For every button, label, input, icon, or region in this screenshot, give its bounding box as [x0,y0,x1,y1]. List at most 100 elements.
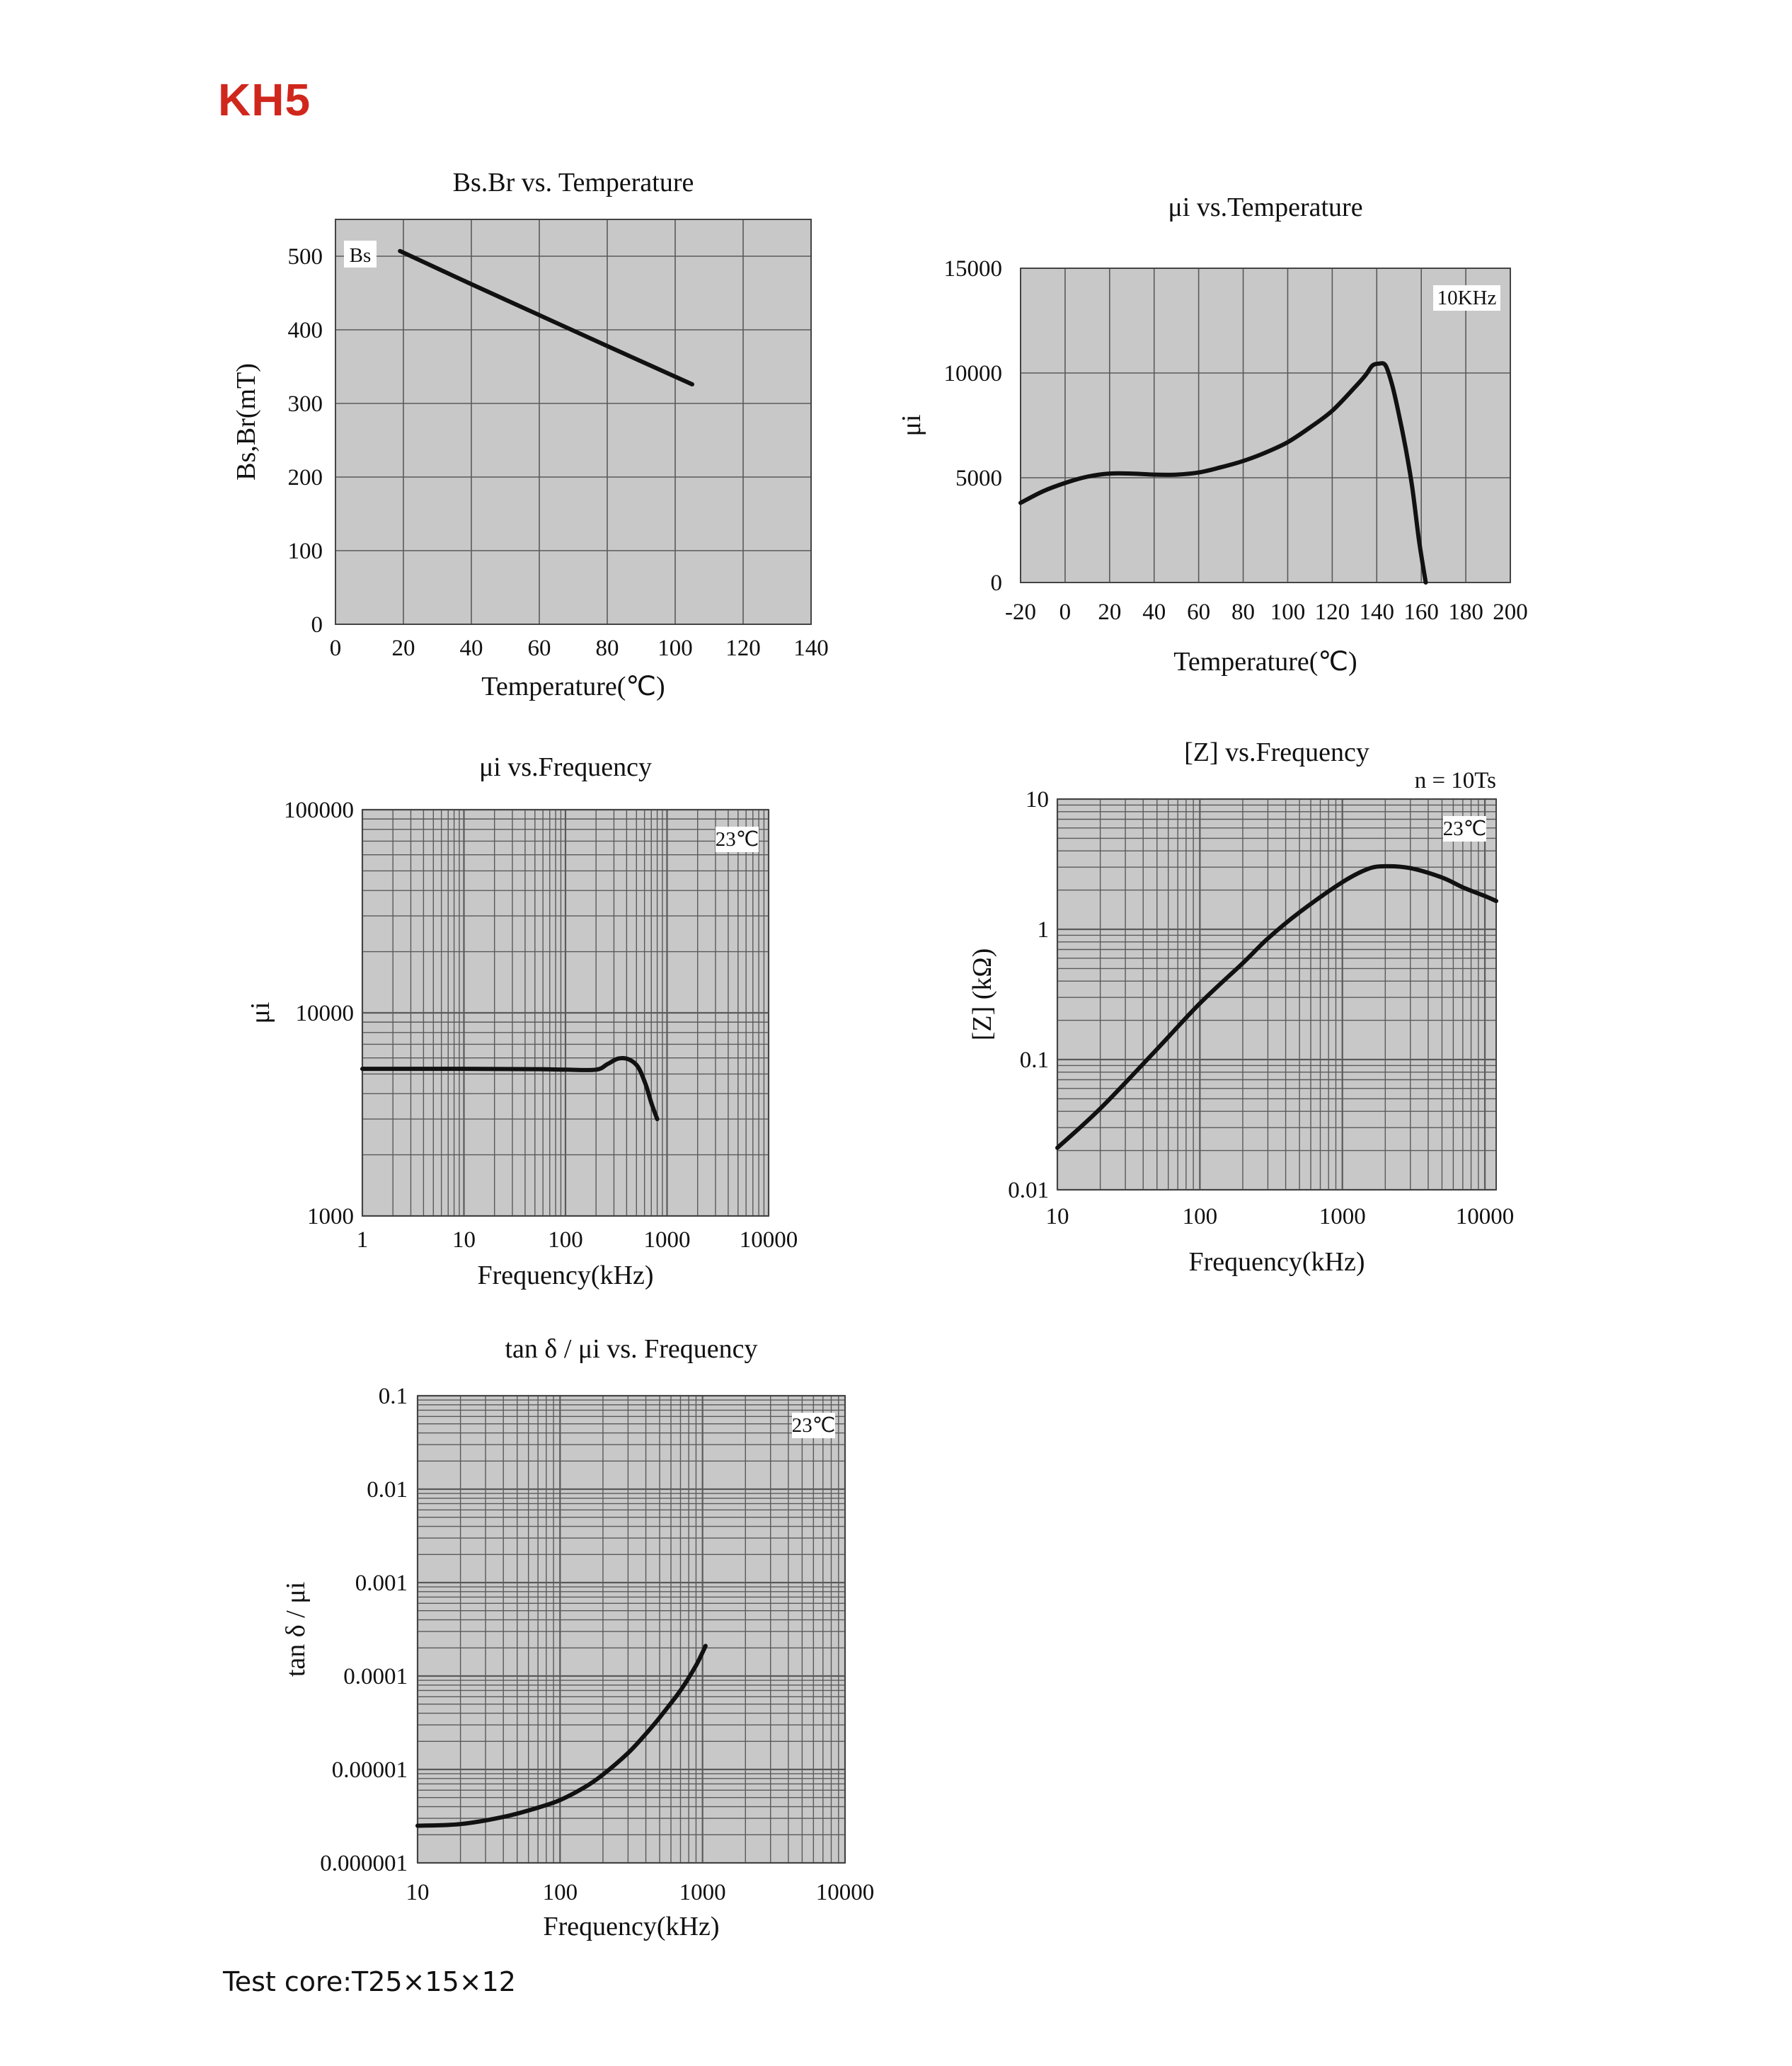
y-tick-label: 100 [288,539,323,564]
x-tick-label: 200 [1493,599,1528,625]
x-tick-label: 10000 [1456,1204,1515,1229]
gridlines [361,808,770,1217]
x-tick-label: 100 [657,636,693,661]
annotation-text: 23℃ [792,1414,836,1437]
x-axis-label: Frequency(kHz) [1188,1247,1365,1277]
plot-area [1021,268,1510,583]
x-tick-label: 100 [1270,599,1306,625]
series-label-bs: Bs [350,244,372,267]
y-axis-label: μi [897,415,926,437]
page-title: KH5 [218,74,311,125]
y-tick-label: 300 [288,391,323,417]
y-tick-label: 0.01 [1008,1178,1049,1203]
series-label-box [344,241,377,268]
chart-title: μi vs.Temperature [1168,193,1362,222]
x-axis-label: Frequency(kHz) [477,1261,653,1290]
y-tick-label: 1000 [307,1204,354,1229]
y-tick-label: 0.1 [379,1384,408,1409]
y-tick-label: 100000 [284,798,354,823]
chart-title: μi vs.Frequency [479,752,652,782]
chart-title: tan δ / μi vs. Frequency [505,1334,758,1364]
y-axis-label: tan δ / μi [281,1582,311,1677]
x-tick-label: 60 [528,636,551,661]
x-tick-label: 1000 [644,1227,691,1253]
y-tick-label: 0 [991,570,1003,596]
y-tick-label: 200 [288,465,323,490]
series-line [398,248,694,386]
y-tick-label: 1 [1038,917,1050,943]
x-tick-label: 20 [1098,599,1121,625]
y-tick-label: 0.001 [355,1571,408,1596]
y-tick-label: 5000 [955,466,1002,491]
x-tick-label: 140 [1360,599,1395,625]
series-line [360,1056,660,1122]
y-tick-label: 0.1 [1020,1048,1049,1073]
chart-title: [Z] vs.Frequency [1184,738,1369,767]
x-tick-label: 140 [793,636,829,661]
plot-area [335,219,811,624]
annotation-box [792,1413,835,1438]
chart-mui-vs-temperature: -20 0 20 40 60 80 100 120 140 160 180 2000500010000… [897,193,1528,677]
y-axis-label: [Z] (kΩ) [967,948,997,1041]
chart-subtitle: n = 10Ts [1415,768,1496,793]
annotation-box [1433,285,1500,311]
x-tick-label: 10 [452,1227,476,1253]
x-tick-label: 40 [460,636,483,661]
plot-border [417,1395,846,1864]
plot-border [1020,268,1511,583]
chart-title: Bs.Br vs. Temperature [453,168,694,197]
x-tick-label: 80 [1231,599,1255,625]
x-tick-label: 100 [548,1227,583,1253]
y-tick-label: 0.000001 [320,1851,408,1876]
x-tick-label: 20 [392,636,415,661]
x-tick-label: -20 [1005,599,1036,625]
x-tick-label: 0 [330,636,342,661]
y-tick-label: 400 [288,318,323,343]
y-axis-label: Bs,Br(mT) [231,363,261,481]
footer-test-core-note: Test core:T25×15×12 [223,1966,516,1997]
series-line [1055,863,1498,1150]
annotation-box [716,827,759,852]
y-tick-label: 10000 [944,361,1003,386]
annotation-text: 10KHz [1437,287,1497,309]
x-tick-label: 40 [1142,599,1166,625]
plot-border [1057,798,1497,1190]
chart-impedance-vs-frequency: 10 100 1000 10000 0.01 0.1 1 10 [Z] vs.Frequency… [967,738,1515,1277]
x-tick-label: 10000 [816,1880,875,1905]
y-axis-label: μi [246,1002,275,1024]
x-tick-label: 10 [406,1880,430,1905]
series-line [1018,361,1428,585]
x-tick-label: 10 [1046,1204,1069,1229]
gridlines [416,1394,846,1864]
x-tick-label: 60 [1187,599,1210,625]
plot-border [362,809,769,1217]
y-tick-label: 500 [288,244,323,270]
x-axis-label: Temperature(℃) [481,672,665,701]
x-tick-label: 120 [725,636,761,661]
annotation-box [1443,816,1486,842]
y-tick-label: 15000 [944,256,1003,282]
y-tick-label: 0.0001 [343,1664,408,1689]
x-tick-label: 80 [596,636,619,661]
series-line [415,1643,708,1828]
y-tick-label: 10000 [296,1001,355,1026]
x-axis-label: Temperature(℃) [1173,647,1357,677]
x-tick-label: 180 [1448,599,1483,625]
plot-border [335,219,812,625]
plot-area [1057,799,1496,1190]
x-tick-label: 100 [1183,1204,1218,1229]
chart-tand-vs-frequency: 10 100 1000 10000 0.000001 0.00001 0.0001 0.001… [281,1334,875,1941]
x-tick-label: 0 [1059,599,1072,625]
gridlines [1056,798,1496,1191]
x-axis-label: Frequency(kHz) [543,1912,719,1941]
y-tick-label: 0.01 [367,1477,408,1503]
x-tick-label: 160 [1403,599,1439,625]
x-tick-label: 10000 [740,1227,798,1253]
x-tick-label: 1 [357,1227,369,1253]
x-tick-label: 100 [543,1880,578,1905]
y-tick-label: 0 [311,612,323,638]
y-tick-label: 0.00001 [332,1757,408,1783]
annotation-text: 23℃ [716,828,759,851]
chart-bs-vs-temperature: 0 20 40 60 80 100 120 140 0 100 200 300 400 500 Bs.Br … [231,168,829,701]
x-tick-label: 120 [1315,599,1350,625]
